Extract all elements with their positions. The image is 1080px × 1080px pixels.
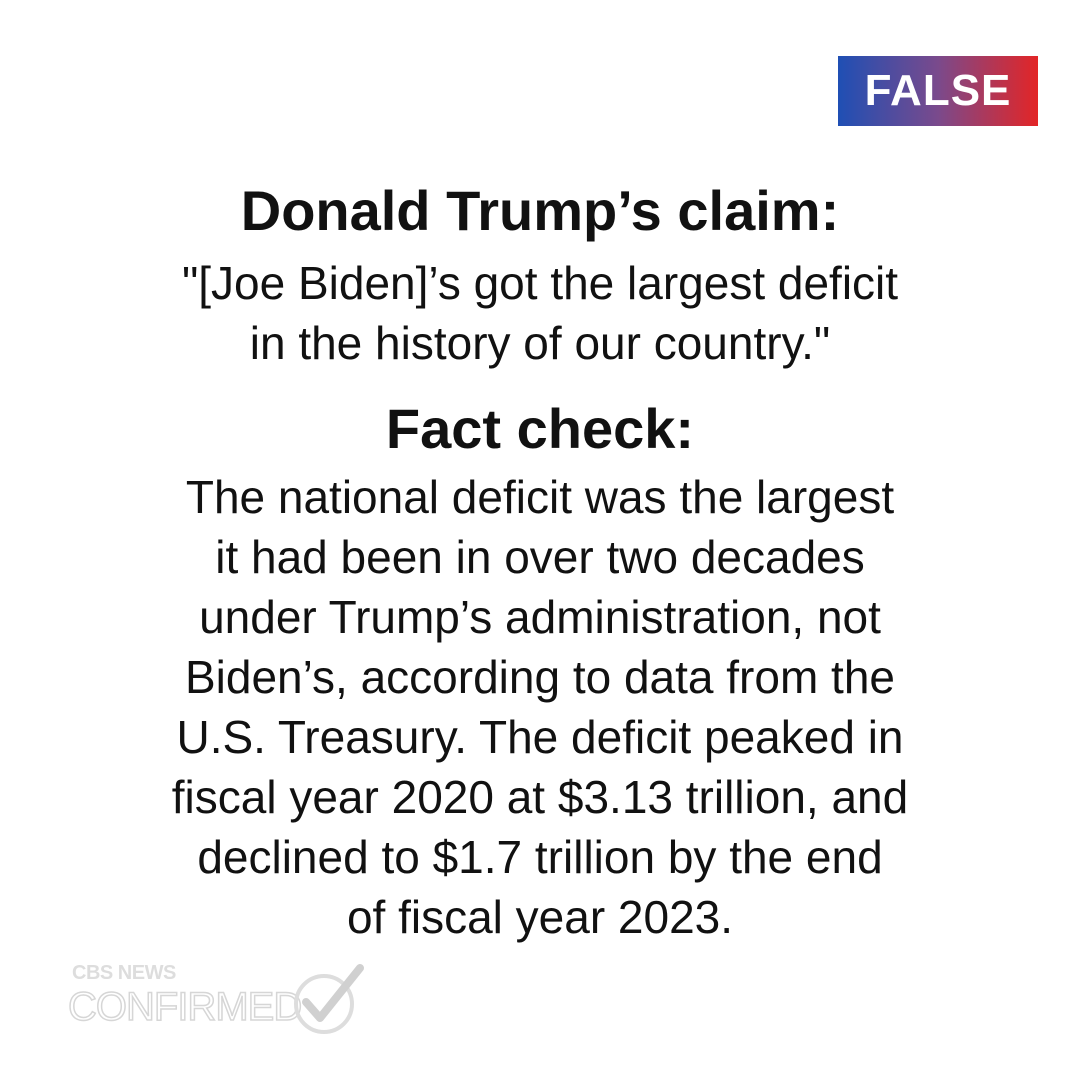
fact-line: Biden’s, according to data from the: [184, 651, 895, 703]
fact-line: under Trump’s administration, not: [199, 591, 881, 643]
fact-line: The national deficit was the largest: [185, 471, 895, 523]
verdict-badge: FALSE: [838, 56, 1038, 126]
logo-top: CBS NEWS: [72, 962, 176, 984]
claim-heading: Donald Trump’s claim:: [240, 179, 840, 242]
fact-check-heading: Fact check:: [385, 397, 695, 460]
logo-bottom: CONFIRMED: [67, 984, 303, 1030]
fact-line: of fiscal year 2023.: [346, 891, 734, 943]
claim-line: in the history of our country.": [249, 317, 831, 369]
fact-line: U.S. Treasury. The deficit peaked in: [176, 711, 904, 763]
fact-line: fiscal year 2020 at $3.13 trillion, and: [171, 771, 909, 823]
fact-line: declined to $1.7 trillion by the end: [197, 831, 883, 883]
fact-line: it had been in over two decades: [215, 531, 865, 583]
logo-check: [294, 964, 364, 1034]
claim-line: "[Joe Biden]’s got the largest deficit: [181, 257, 899, 309]
